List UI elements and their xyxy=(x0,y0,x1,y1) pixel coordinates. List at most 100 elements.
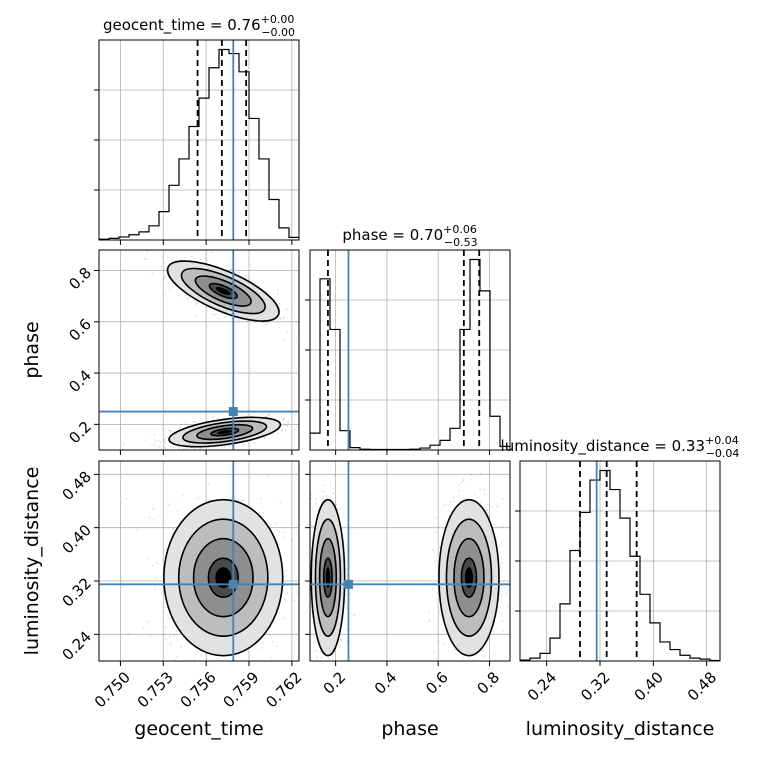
sample-point xyxy=(463,478,465,481)
sample-point xyxy=(167,256,169,259)
sample-point xyxy=(123,443,125,446)
sample-point xyxy=(290,538,293,541)
sample-point xyxy=(286,331,288,334)
sample-point xyxy=(179,425,181,428)
sample-point xyxy=(221,446,224,448)
sample-point xyxy=(282,418,285,420)
truth-marker xyxy=(228,407,238,417)
sample-point xyxy=(501,620,503,622)
sample-point xyxy=(146,250,148,253)
sample-point xyxy=(439,615,441,617)
sample-point xyxy=(196,302,199,304)
sample-point xyxy=(279,318,282,320)
panel-phase-vs-phase xyxy=(305,249,511,455)
sample-point xyxy=(428,620,431,623)
sample-point xyxy=(177,294,180,297)
sample-point xyxy=(152,564,155,567)
panel-title-luminosity_distance: luminosity_distance = 0.33+0.04 −0.04 xyxy=(501,434,740,460)
sample-point xyxy=(333,474,336,477)
sample-point xyxy=(432,548,435,551)
sample-point xyxy=(217,317,220,320)
sample-point xyxy=(170,445,173,448)
sample-point xyxy=(500,601,503,604)
sample-point xyxy=(260,497,263,500)
sample-point xyxy=(444,503,447,506)
sample-point xyxy=(498,545,501,547)
sample-point xyxy=(428,611,431,614)
axes-frame xyxy=(309,460,511,662)
sample-point xyxy=(205,258,208,260)
sample-point xyxy=(278,531,281,534)
sample-point xyxy=(431,588,434,591)
sample-point xyxy=(285,309,287,311)
sample-point xyxy=(164,442,166,444)
x-axis-label-luminosity_distance: luminosity_distance xyxy=(526,718,715,740)
sample-point xyxy=(437,641,440,643)
sample-point xyxy=(144,258,147,261)
axes-frame xyxy=(98,460,300,662)
sample-point xyxy=(340,638,343,641)
sample-point xyxy=(169,635,171,638)
sample-point xyxy=(500,593,503,596)
sample-point xyxy=(211,416,214,419)
sample-point xyxy=(502,498,504,500)
sample-point xyxy=(169,289,172,291)
sample-point xyxy=(481,650,484,653)
sample-point xyxy=(244,274,246,277)
x-tick-label: 0.48 xyxy=(684,668,720,704)
sample-point xyxy=(234,497,237,500)
sample-point xyxy=(316,656,318,659)
sample-point xyxy=(282,339,285,341)
sample-point xyxy=(500,561,503,564)
sample-point xyxy=(282,418,284,421)
sample-point xyxy=(241,414,243,417)
sample-point xyxy=(279,501,282,504)
sample-point xyxy=(175,655,178,658)
sample-point xyxy=(261,641,264,644)
sample-point xyxy=(346,568,348,571)
sample-point xyxy=(331,655,334,658)
sample-point xyxy=(314,502,317,505)
sample-point xyxy=(171,527,174,529)
density-peak xyxy=(215,286,231,296)
sample-point xyxy=(487,503,490,506)
sample-point xyxy=(443,643,446,646)
sample-point xyxy=(295,338,298,340)
sample-point xyxy=(486,509,489,511)
sample-point xyxy=(280,600,283,603)
sample-point xyxy=(163,277,165,280)
sample-point xyxy=(332,492,335,495)
density-peak xyxy=(464,567,474,589)
sample-point xyxy=(483,655,486,658)
sample-point xyxy=(310,497,313,500)
sample-point xyxy=(502,630,505,633)
sample-point xyxy=(261,646,263,649)
sample-point xyxy=(172,446,175,449)
sample-point xyxy=(479,472,482,475)
panel-title-geocent_time: geocent_time = 0.76+0.00 −0.00 xyxy=(103,13,295,39)
x-tick-label: 0.40 xyxy=(631,668,667,704)
sample-point xyxy=(242,499,245,502)
sample-point xyxy=(153,444,156,446)
sample-point xyxy=(161,256,163,258)
panel-phase-vs-geocent_time xyxy=(94,249,300,455)
sample-point xyxy=(190,255,193,258)
y-axis-label-phase: phase xyxy=(21,321,43,378)
sample-point xyxy=(180,646,183,649)
sample-point xyxy=(486,509,488,512)
sample-point xyxy=(194,301,197,304)
sample-point xyxy=(266,323,269,325)
sample-point xyxy=(227,445,230,447)
sample-point xyxy=(185,294,188,297)
sample-point xyxy=(339,646,342,648)
sample-point xyxy=(192,420,195,423)
sample-point xyxy=(496,505,498,508)
x-tick-label: 0.2 xyxy=(320,668,350,698)
sample-point xyxy=(212,416,215,418)
x-axis-label-phase: phase xyxy=(381,718,438,740)
x-tick-label: 0.756 xyxy=(177,668,220,711)
sample-point xyxy=(172,528,174,531)
sample-point xyxy=(169,430,172,433)
sample-point xyxy=(199,447,202,450)
sample-point xyxy=(294,414,296,417)
